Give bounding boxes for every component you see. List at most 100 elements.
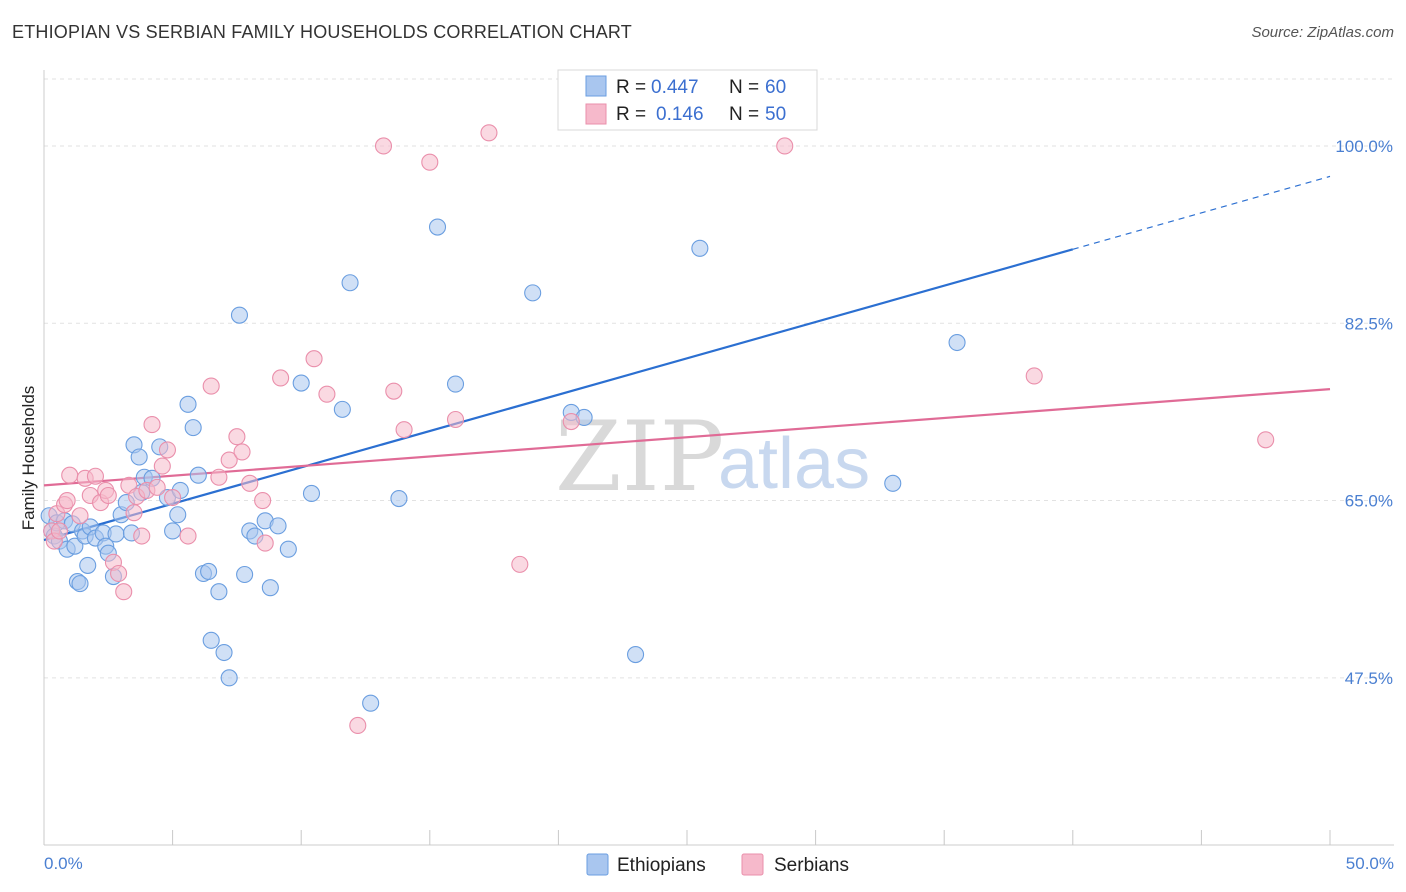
x-tick-label-max: 50.0%: [1346, 854, 1394, 873]
point-ethiopians: [390, 489, 408, 508]
point-ethiopians: [107, 525, 125, 543]
point-ethiopians: [302, 484, 321, 503]
point-serbians: [233, 443, 251, 461]
y-tick-label: 65.0%: [1345, 492, 1393, 511]
bottom-legend-label-serbians: Serbians: [774, 855, 849, 876]
point-serbians: [148, 478, 166, 496]
point-ethiopians: [179, 395, 197, 413]
point-ethiopians: [189, 466, 207, 484]
point-serbians: [318, 385, 336, 403]
point-serbians: [395, 421, 413, 439]
point-ethiopians: [279, 540, 297, 558]
point-serbians: [71, 507, 89, 525]
point-serbians: [164, 488, 182, 507]
point-serbians: [562, 412, 580, 431]
point-serbians: [125, 504, 143, 522]
bottom-legend-swatch-ethiopians: [586, 853, 609, 876]
point-ethiopians: [66, 537, 84, 555]
point-serbians: [254, 492, 272, 510]
grid-lines: [44, 78, 1394, 679]
point-ethiopians: [210, 583, 228, 601]
point-serbians: [179, 527, 197, 545]
point-serbians: [421, 153, 439, 171]
point-serbians: [58, 492, 76, 510]
point-serbians: [374, 137, 393, 155]
point-serbians: [61, 466, 79, 484]
point-ethiopians: [948, 333, 966, 352]
chart-title: ETHIOPIAN VS SERBIAN FAMILY HOUSEHOLDS C…: [12, 22, 632, 42]
point-serbians: [158, 441, 177, 459]
point-ethiopians: [215, 643, 233, 662]
legend-n-label-1: N =: [729, 77, 759, 98]
point-serbians: [202, 377, 220, 395]
point-serbians: [305, 350, 323, 368]
point-serbians: [50, 522, 68, 540]
point-serbians: [228, 428, 246, 446]
trend-lines: [43, 175, 1331, 542]
bottom-legend-swatch-serbians: [741, 853, 764, 876]
point-ethiopians: [130, 448, 148, 466]
trend-line-serbians: [43, 388, 1331, 487]
legend-swatch-serbians: [585, 103, 607, 125]
series-legend: Ethiopians Serbians: [586, 853, 849, 876]
legend-n-value-1: 60: [765, 77, 786, 98]
point-ethiopians: [184, 419, 202, 437]
x-tick-label-min: 0.0%: [44, 854, 83, 873]
y-tick-label: 82.5%: [1345, 314, 1393, 333]
point-serbians: [272, 369, 290, 387]
legend-n-value-2: 50: [765, 104, 786, 125]
point-ethiopians: [79, 556, 97, 574]
point-ethiopians: [691, 239, 709, 257]
point-serbians: [115, 583, 133, 601]
point-ethiopians: [200, 562, 218, 581]
point-serbians: [153, 457, 171, 475]
legend-r-label-2: R =: [616, 104, 646, 125]
y-axis-title: Family Households: [19, 386, 38, 531]
legend-r-value-1: 0.447: [651, 77, 699, 98]
y-tick-label: 100.0%: [1335, 137, 1393, 156]
point-ethiopians: [524, 284, 542, 302]
chart-source: Source: ZipAtlas.com: [1251, 24, 1394, 41]
point-ethiopians: [164, 522, 182, 540]
point-ethiopians: [261, 579, 279, 597]
axes: [43, 70, 1394, 846]
point-ethiopians: [333, 400, 351, 418]
point-serbians: [385, 382, 403, 400]
point-serbians: [349, 716, 367, 735]
legend-r-label-1: R =: [616, 77, 646, 98]
watermark-atlas: atlas: [718, 424, 870, 504]
trend-extension-ethiopians: [1072, 175, 1331, 250]
trend-line-ethiopians: [43, 248, 1074, 542]
legend-r-value-2: 0.146: [656, 104, 704, 125]
point-serbians: [133, 527, 151, 545]
point-serbians: [511, 555, 529, 573]
y-tick-labels: 47.5% 65.0% 82.5% 100.0%: [1335, 137, 1393, 688]
point-serbians: [256, 534, 274, 552]
point-ethiopians: [269, 517, 287, 535]
legend-n-label-2: N =: [729, 104, 759, 125]
point-serbians: [241, 474, 259, 492]
point-serbians: [1025, 367, 1043, 385]
point-ethiopians: [362, 694, 380, 712]
point-ethiopians: [236, 565, 254, 584]
point-ethiopians: [220, 669, 238, 687]
point-serbians: [1257, 431, 1275, 449]
point-serbians: [143, 416, 161, 434]
point-ethiopians: [627, 645, 645, 664]
x-ticks: [43, 830, 1331, 845]
y-tick-label: 47.5%: [1345, 669, 1393, 688]
data-points: [40, 124, 1275, 735]
correlation-legend: R = 0.447 N = 60 R = 0.146 N = 50: [557, 69, 818, 131]
point-ethiopians: [230, 306, 249, 324]
point-ethiopians: [446, 375, 465, 393]
point-serbians: [86, 467, 104, 485]
bottom-legend-label-ethiopians: Ethiopians: [617, 855, 706, 876]
point-serbians: [446, 410, 465, 429]
point-serbians: [210, 468, 228, 486]
point-ethiopians: [341, 274, 359, 292]
legend-swatch-ethiopians: [585, 75, 607, 97]
point-ethiopians: [202, 631, 220, 649]
point-serbians: [480, 124, 498, 142]
point-ethiopians: [169, 506, 187, 524]
